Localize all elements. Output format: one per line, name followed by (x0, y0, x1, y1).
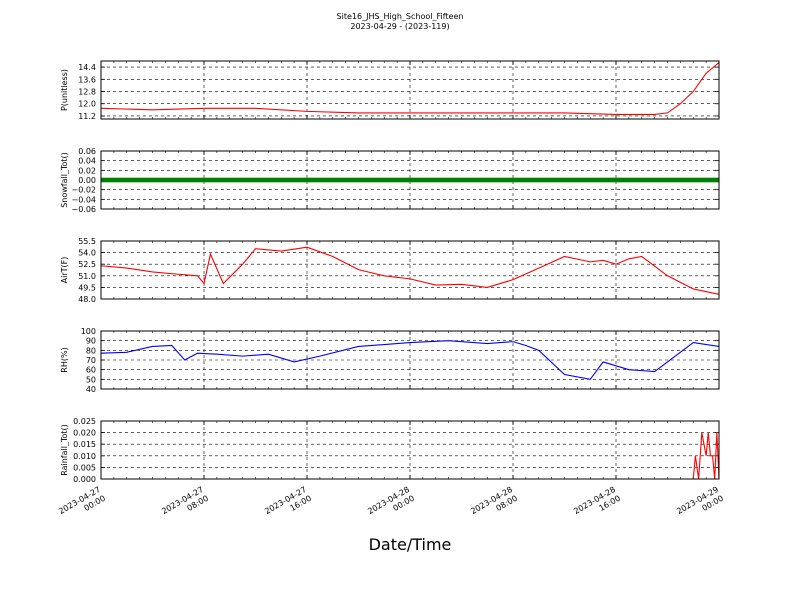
plot-frame (100, 330, 720, 390)
y-tick-label: 50 (86, 375, 96, 384)
y-tick-label: 54.0 (78, 249, 96, 258)
y-tick-label: 55.5 (78, 237, 96, 246)
y-tick-label: 70 (86, 356, 96, 365)
y-tick-label: 0.020 (73, 429, 96, 438)
x-tick-label: 2023-04-2716:00 (263, 485, 313, 525)
panel-3: 48.0 49.5 51.0 52.5 54.0 55.5 AirT(F) (60, 237, 720, 304)
y-tick-label: 12.8 (78, 88, 96, 97)
y-tick-label: 0.04 (78, 157, 96, 166)
plot-frame (100, 60, 720, 120)
panels: 11.212.012.813.614.4P(unitless)−0.06−0.0… (60, 60, 720, 484)
plot-frame (100, 150, 720, 210)
y-tick-label: 100 (81, 327, 96, 336)
panel-1: 11.2 12.0 12.8 13.6 14.4 P(unitless) (60, 60, 720, 121)
y-axis-label: Rainfall_Tot() (60, 424, 69, 476)
y-axis-label: P(unitless) (60, 69, 69, 111)
y-tick-label: −0.06 (71, 205, 96, 214)
y-tick-label: −0.02 (71, 186, 96, 195)
x-axis-label: Date/Time (369, 535, 452, 554)
y-tick-label: 49.5 (78, 283, 96, 292)
y-tick-label: 0.015 (73, 440, 96, 449)
y-tick-label: 0.00 (78, 176, 96, 185)
y-tick-label: 90 (86, 337, 96, 346)
y-tick-label: 11.2 (78, 112, 96, 121)
chart-subtitle: 2023-04-29 - (2023-119) (350, 22, 449, 31)
y-tick-label: 0.06 (78, 147, 96, 156)
x-tick-label: 2023-04-2808:00 (469, 485, 519, 525)
x-tick-label: 2023-04-2708:00 (160, 485, 210, 525)
x-tick-label: 2023-04-2700:00 (57, 485, 107, 525)
y-tick-label: 14.4 (78, 63, 96, 72)
y-tick-label: 52.5 (78, 260, 96, 269)
panel-2: −0.06−0.04−0.020.000.020.040.06 Snowfall_… (60, 147, 720, 214)
y-tick-label: 60 (86, 366, 96, 375)
y-tick-label: 0.02 (78, 166, 96, 175)
y-tick-label: −0.04 (71, 195, 96, 204)
series-line (101, 246, 719, 295)
panel-5: 0.000 0.005 0.010 0.015 0.020 0.025 Rainfall_T… (60, 417, 720, 484)
plot-frame (100, 420, 720, 480)
y-tick-label: 0.000 (73, 475, 96, 484)
data-point (716, 177, 719, 183)
y-tick-label: 0.010 (73, 452, 96, 461)
series-line (101, 432, 719, 479)
y-tick-label: 40 (86, 385, 96, 394)
y-tick-label: 0.005 (73, 463, 96, 472)
plot-frame (100, 240, 720, 300)
y-axis-label: Snowfall_Tot() (60, 152, 69, 208)
y-tick-label: 51.0 (78, 272, 96, 281)
chart-title: Site16_JHS_High_School_Fifteen (337, 12, 464, 21)
series-line (101, 340, 719, 380)
x-tick-label: 2023-04-2816:00 (572, 485, 622, 525)
x-tick-labels: 2023-04-2700:00 2023-04-2708:00 2023-04-27… (57, 485, 725, 525)
series-line (101, 62, 719, 115)
y-tick-label: 80 (86, 346, 96, 355)
y-axis-label: AirT(F) (60, 257, 69, 284)
y-tick-label: 13.6 (78, 75, 96, 84)
y-axis-label: RH(%) (60, 347, 69, 372)
y-tick-label: 0.025 (73, 417, 96, 426)
y-tick-label: 48.0 (78, 295, 96, 304)
y-tick-label: 12.0 (78, 100, 96, 109)
x-tick-label: 2023-04-2800:00 (366, 485, 416, 525)
x-tick-label: 2023-04-2900:00 (675, 485, 725, 525)
